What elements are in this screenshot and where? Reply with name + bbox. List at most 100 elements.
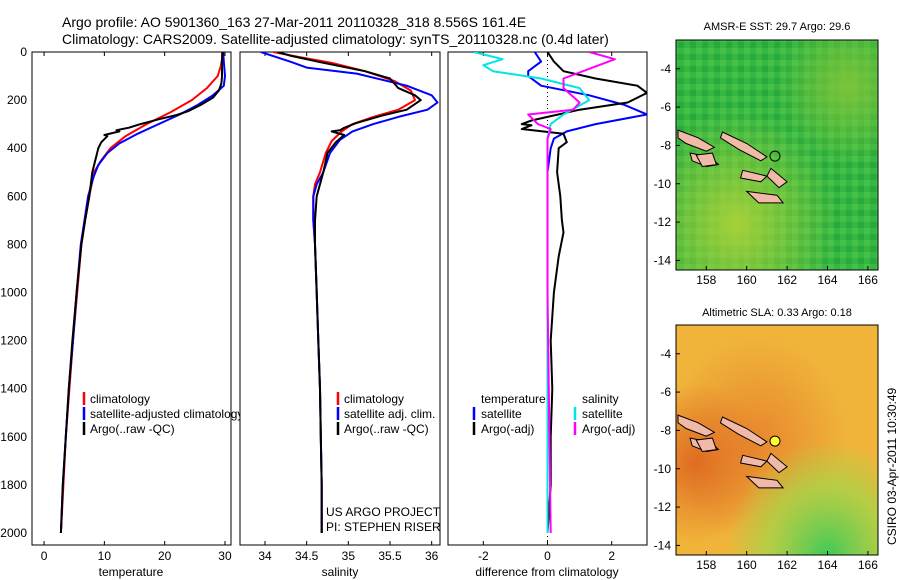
map-y-tick-label: -8 [660, 423, 671, 437]
map-x-tick-label: 164 [817, 273, 837, 287]
island-shape [677, 414, 716, 437]
x-tick-label: 34 [258, 549, 272, 563]
depth-tick-label: 1400 [0, 382, 27, 396]
map-y-tick-label: -12 [654, 215, 672, 229]
map-x-tick-label: 162 [777, 273, 797, 287]
x-tick-label: 0 [544, 549, 551, 563]
depth-tick-label: 1800 [0, 478, 27, 492]
island-shape [739, 169, 768, 183]
sst-float-marker [769, 150, 781, 162]
island-shape [719, 416, 768, 447]
x-tick-label: 20 [158, 549, 172, 563]
legend-climatology: climatology [344, 392, 404, 406]
legend-sal-satellite: satellite [582, 407, 623, 421]
island-shape [695, 152, 718, 168]
map-y-tick-label: -14 [654, 253, 672, 267]
x-tick-label: 2 [608, 549, 615, 563]
sla-map-panel: Altimetric SLA: 0.33 Argo: 0.18 158 160 16… [654, 307, 879, 572]
island-shape [695, 437, 718, 453]
map-y-tick-label: -8 [660, 138, 671, 152]
salinity-plot-frame [239, 51, 441, 546]
legend-temp-argo: Argo(-adj) [481, 422, 534, 436]
sla-float-marker [769, 435, 781, 447]
difference-x-label: difference from climatology [475, 565, 618, 579]
series-line [527, 52, 616, 534]
sst-map-axes: 158 160 162 164 166 -4 -6 -8 -10 -12 -14 [654, 62, 879, 287]
pi-label: PI: STEPHEN RISER [326, 520, 441, 534]
map-y-tick-label: -4 [660, 62, 671, 76]
legend-satellite-adj: satellite adj. clim. [344, 407, 435, 421]
sst-coastline [677, 129, 788, 204]
x-tick-label: 10 [98, 549, 112, 563]
temperature-x-label: temperature [99, 565, 164, 579]
series-line [520, 52, 647, 534]
x-tick-label: 35.5 [378, 549, 402, 563]
island-shape [766, 452, 788, 474]
legend-group-temperature: temperature [481, 392, 546, 406]
map-y-tick-label: -6 [660, 100, 671, 114]
difference-series [473, 52, 647, 545]
difference-panel: -2 0 2 difference from climatology tempera… [447, 51, 648, 579]
island-shape [745, 190, 785, 204]
map-y-tick-label: -4 [660, 347, 671, 361]
island-shape [739, 454, 768, 468]
salinity-series [260, 52, 439, 533]
map-x-tick-label: 160 [737, 558, 757, 572]
series-line [59, 52, 224, 534]
depth-tick-label: 1000 [0, 285, 27, 299]
map-x-tick-label: 158 [696, 558, 716, 572]
map-x-tick-label: 160 [737, 273, 757, 287]
sst-map-panel: AMSR-E SST: 29.7 Argo: 29.6 158 160 162 164… [654, 21, 879, 287]
island-shape [719, 131, 768, 162]
legend-argo: Argo(..raw -QC) [344, 422, 429, 436]
sst-map-frame [675, 39, 879, 271]
x-tick-label: 35 [342, 549, 356, 563]
depth-tick-label: 2000 [0, 526, 27, 540]
legend-temp-satellite: satellite [481, 407, 522, 421]
timestamp: CSIRO 03-Apr-2011 10:30:49 [885, 387, 899, 545]
x-tick-label: -2 [478, 549, 489, 563]
sla-coastline [677, 414, 788, 489]
map-x-tick-label: 162 [777, 558, 797, 572]
difference-legend: temperature salinity satellite Argo(-adj… [472, 392, 635, 436]
legend-climatology: climatology [90, 392, 150, 406]
temperature-series [59, 52, 226, 534]
x-tick-label: 0 [41, 549, 48, 563]
map-x-tick-label: 166 [858, 558, 878, 572]
legend-argo: Argo(..raw -QC) [90, 422, 175, 436]
depth-tick-label: 200 [7, 93, 27, 107]
island-shape [677, 129, 716, 152]
sla-map-title: Altimetric SLA: 0.33 Argo: 0.18 [702, 307, 852, 319]
salinity-x-axis: 34 34.5 35 35.5 36 [258, 52, 439, 563]
depth-tick-label: 600 [7, 189, 27, 203]
map-x-tick-label: 164 [817, 558, 837, 572]
map-y-tick-label: -6 [660, 385, 671, 399]
temperature-panel: 0 10 20 30 temperature climatology satellit… [31, 51, 243, 579]
salinity-panel: 34 34.5 35 35.5 36 salinity climatology sate… [239, 51, 441, 579]
depth-tick-label: 1200 [0, 334, 27, 348]
map-x-tick-label: 166 [858, 273, 878, 287]
depth-axis: 0 200 400 600 800 1000 1200 1400 1600 1800 2000 [0, 45, 647, 540]
depth-tick-label: 0 [20, 45, 27, 59]
depth-tick-label: 800 [7, 237, 27, 251]
map-y-tick-label: -10 [654, 177, 672, 191]
depth-tick-label: 400 [7, 141, 27, 155]
sst-map-title: AMSR-E SST: 29.7 Argo: 29.6 [704, 21, 851, 33]
map-y-tick-label: -14 [654, 538, 672, 552]
island-shape [766, 167, 788, 189]
header-line-1: Argo profile: AO 5901360_163 27-Mar-2011… [62, 14, 526, 30]
project-label: US ARGO PROJECT [326, 505, 441, 519]
x-tick-label: 36 [425, 549, 439, 563]
header-line-2: Climatology: CARS2009. Satellite-adjuste… [62, 31, 609, 47]
map-x-tick-label: 158 [696, 273, 716, 287]
series-line [277, 52, 422, 533]
sla-map-axes: 158 160 162 164 166 -4 -6 -8 -10 -12 -14 [654, 347, 879, 572]
x-tick-label: 30 [218, 549, 232, 563]
legend-group-salinity: salinity [582, 392, 619, 406]
legend-sal-argo: Argo(-adj) [582, 422, 635, 436]
temperature-x-axis: 0 10 20 30 [41, 52, 232, 563]
legend-satellite-adjusted: satellite-adjusted climatology [90, 407, 243, 421]
depth-tick-label: 1600 [0, 430, 27, 444]
x-tick-label: 34.5 [295, 549, 319, 563]
